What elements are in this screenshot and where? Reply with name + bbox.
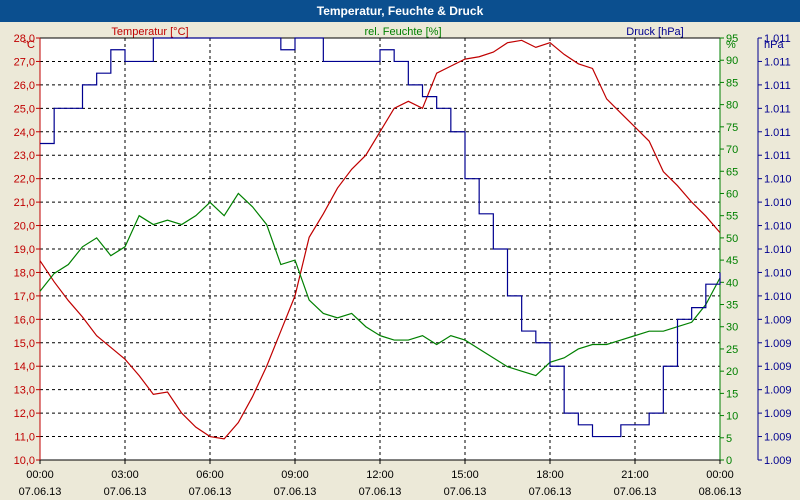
- humidity-tick-label: 10: [726, 411, 738, 423]
- temperature-series-line: [39, 39, 721, 440]
- x-tick-date-label: 08.06.13: [699, 486, 742, 498]
- window-title: Temperatur, Feuchte & Druck: [0, 0, 800, 22]
- temperature-tick-label: 21,0: [14, 197, 35, 209]
- pressure-tick-label: 1.010: [764, 197, 792, 209]
- x-tick-time-label: 06:00: [196, 469, 224, 481]
- x-tick-time-label: 12:00: [366, 469, 394, 481]
- x-tick-date-label: 07.06.13: [359, 486, 402, 498]
- humidity-tick-label: 70: [726, 144, 738, 156]
- humidity-tick-label: 50: [726, 233, 738, 245]
- legend-entry: rel. Feuchte [%]: [364, 26, 441, 38]
- temperature-tick-label: 11,0: [14, 432, 35, 444]
- temperature-tick-label: 24,0: [14, 127, 35, 139]
- x-tick-date-label: 07.06.13: [19, 486, 62, 498]
- humidity-tick-label: 95: [726, 33, 738, 45]
- x-tick-time-label: 15:00: [451, 469, 479, 481]
- humidity-tick-label: 80: [726, 100, 738, 112]
- x-tick-time-label: 00:00: [706, 469, 734, 481]
- humidity-tick-label: 85: [726, 77, 738, 89]
- x-tick-date-label: 07.06.13: [274, 486, 317, 498]
- temperature-tick-label: 13,0: [14, 385, 35, 397]
- pressure-tick-label: 1.009: [764, 338, 792, 350]
- temperature-tick-label: 23,0: [14, 150, 35, 162]
- humidity-tick-label: 60: [726, 188, 738, 200]
- pressure-tick-label: 1.009: [764, 455, 792, 467]
- legend-entry: Druck [hPa]: [626, 26, 683, 38]
- pressure-unit-label: hPa: [764, 39, 784, 51]
- temperature-tick-label: 27,0: [14, 56, 35, 68]
- pressure-tick-label: 1.010: [764, 174, 792, 186]
- x-tick-date-label: 07.06.13: [104, 486, 147, 498]
- x-tick-date-label: 07.06.13: [444, 486, 487, 498]
- x-tick-date-label: 07.06.13: [529, 486, 572, 498]
- humidity-tick-label: 90: [726, 55, 738, 67]
- humidity-tick-label: 15: [726, 388, 738, 400]
- temperature-tick-label: 17,0: [14, 291, 35, 303]
- humidity-tick-label: 30: [726, 322, 738, 334]
- pressure-series-line: [40, 37, 721, 438]
- x-tick-time-label: 18:00: [536, 469, 564, 481]
- humidity-tick-label: 45: [726, 255, 738, 267]
- temperature-tick-label: 22,0: [14, 174, 35, 186]
- humidity-tick-label: 40: [726, 277, 738, 289]
- pressure-tick-label: 1.011: [764, 33, 791, 45]
- pressure-tick-label: 1.010: [764, 244, 792, 256]
- humidity-tick-label: 25: [726, 344, 738, 356]
- temperature-tick-label: 19,0: [14, 244, 35, 256]
- pressure-tick-label: 1.011: [764, 150, 791, 162]
- temperature-tick-label: 28,0: [14, 33, 35, 45]
- pressure-tick-label: 1.009: [764, 432, 792, 444]
- humidity-series-line: [39, 192, 721, 377]
- legend-entry: Temperatur [°C]: [111, 26, 188, 38]
- humidity-tick-label: 75: [726, 122, 738, 134]
- humidity-tick-label: 20: [726, 366, 738, 378]
- pressure-tick-label: 1.011: [764, 103, 791, 115]
- humidity-tick-label: 55: [726, 211, 738, 223]
- temperature-tick-label: 10,0: [14, 455, 35, 467]
- x-tick-date-label: 07.06.13: [189, 486, 232, 498]
- temperature-tick-label: 26,0: [14, 80, 35, 92]
- temperature-tick-label: 16,0: [14, 314, 35, 326]
- temperature-tick-label: 15,0: [14, 338, 35, 350]
- pressure-tick-label: 1.010: [764, 267, 792, 279]
- x-tick-time-label: 09:00: [281, 469, 309, 481]
- x-tick-time-label: 03:00: [111, 469, 139, 481]
- temperature-unit-label: °C: [23, 39, 35, 51]
- humidity-tick-label: 35: [726, 300, 738, 312]
- pressure-tick-label: 1.010: [764, 291, 792, 303]
- pressure-tick-label: 1.011: [764, 80, 791, 92]
- pressure-tick-label: 1.009: [764, 361, 792, 373]
- pressure-tick-label: 1.009: [764, 385, 792, 397]
- humidity-tick-label: 65: [726, 166, 738, 178]
- x-tick-time-label: 00:00: [26, 469, 54, 481]
- pressure-tick-label: 1.009: [764, 314, 792, 326]
- humidity-tick-label: 5: [726, 433, 732, 445]
- x-tick-date-label: 07.06.13: [614, 486, 657, 498]
- pressure-tick-label: 1.010: [764, 221, 792, 233]
- pressure-tick-label: 1.009: [764, 408, 792, 420]
- humidity-tick-label: 0: [726, 455, 732, 467]
- temperature-tick-label: 20,0: [14, 221, 35, 233]
- temperature-tick-label: 18,0: [14, 267, 35, 279]
- temperature-tick-label: 25,0: [14, 103, 35, 115]
- temperature-tick-label: 12,0: [14, 408, 35, 420]
- pressure-tick-label: 1.011: [764, 56, 791, 68]
- humidity-unit-label: %: [726, 39, 736, 51]
- x-tick-time-label: 21:00: [621, 469, 649, 481]
- pressure-tick-label: 1.011: [764, 127, 791, 139]
- temperature-tick-label: 14,0: [14, 361, 35, 373]
